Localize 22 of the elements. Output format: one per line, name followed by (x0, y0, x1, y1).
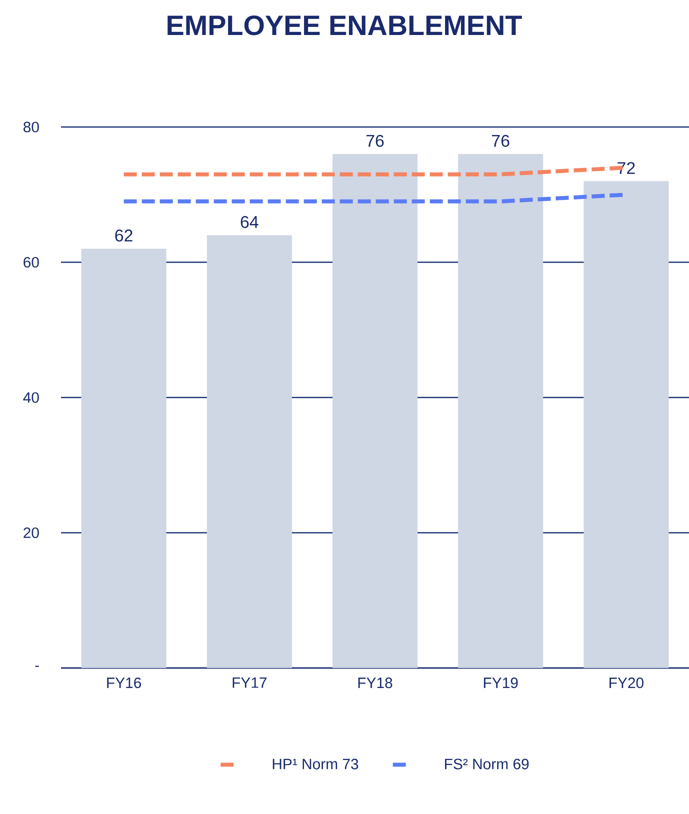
bar (458, 154, 544, 668)
y-tick-label: 20 (24, 527, 39, 538)
x-tick-label: FY16 (107, 678, 142, 688)
chart-title: EMPLOYEE ENABLEMENT (168, 16, 522, 36)
x-tick-label: FY20 (610, 678, 644, 688)
y-tick-label: 60 (24, 256, 39, 268)
x-tick-label: FY17 (232, 678, 267, 688)
y-tick-label: 40 (23, 392, 39, 403)
data-label: 64 (240, 216, 258, 228)
bar (206, 235, 292, 668)
bar (584, 181, 669, 668)
x-tick-label: FY19 (484, 678, 518, 688)
y-tick-label: - (35, 666, 39, 667)
legend-label: FS² Norm 69 (445, 758, 529, 770)
y-tick-label: 80 (24, 122, 39, 132)
x-tick-label: FY18 (358, 678, 392, 688)
data-label: 62 (115, 230, 132, 242)
bar (81, 248, 166, 668)
bar (332, 154, 418, 668)
legend-label: HP¹ Norm 73 (272, 758, 358, 770)
data-label: 76 (366, 134, 384, 147)
data-label: 76 (492, 134, 510, 147)
